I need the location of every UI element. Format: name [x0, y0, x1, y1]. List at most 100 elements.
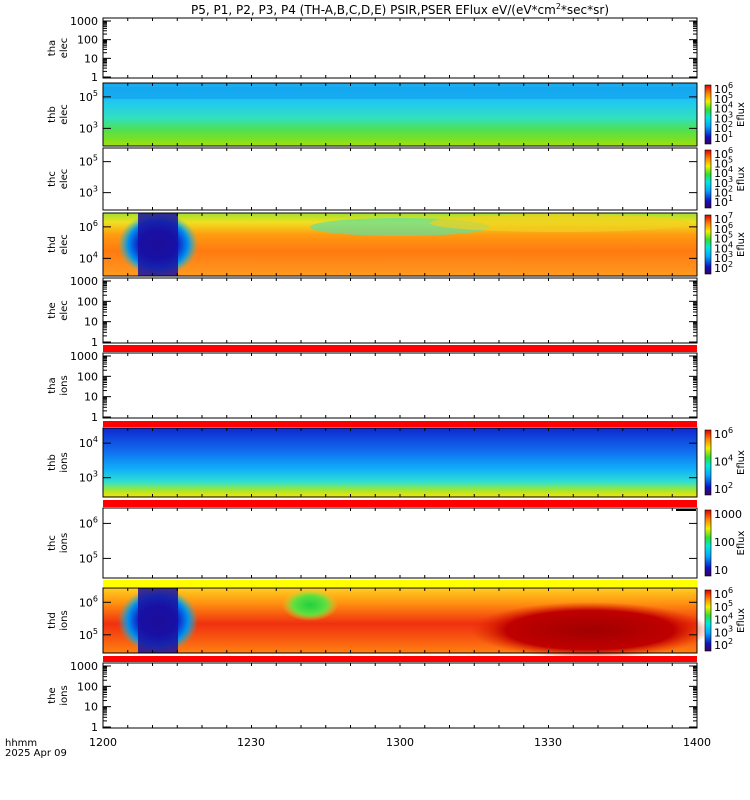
colorbar-tick-label: 100	[714, 536, 735, 549]
colorbar	[704, 149, 712, 209]
time-tick-label: 1300	[386, 736, 414, 749]
colorbar-tick-label: 106	[714, 146, 733, 161]
time-axis-label: hhmm	[5, 738, 37, 749]
time-tick-label: 1230	[237, 736, 265, 749]
y-tick-label: 10	[84, 391, 98, 404]
y-tick-label: 103	[79, 470, 98, 485]
panel-frame	[102, 17, 698, 79]
y-axis-label: ions	[59, 685, 70, 705]
colorbar-tick-label: 102	[714, 481, 733, 496]
y-axis-label: elec	[59, 104, 70, 125]
panel-tha-ions: tha ions 1000 100 10 1	[47, 350, 698, 424]
spectrogram-blob	[430, 214, 690, 232]
y-tick-label: 105	[79, 550, 98, 565]
y-tick-label: 1000	[70, 275, 98, 288]
y-axis-label: elec	[59, 169, 70, 190]
y-axis-label: the	[47, 302, 58, 318]
time-axis: hhmm 2025 Apr 09 1200 1230 1300 1330 140…	[5, 736, 711, 759]
colorbar-tick-label: 107	[714, 211, 733, 226]
y-tick-label: 103	[79, 185, 98, 200]
panel-frame	[102, 507, 698, 579]
colorbar-label: Eflux	[736, 166, 747, 191]
y-axis-label: thd	[47, 612, 58, 629]
y-tick-label: 1000	[70, 660, 98, 673]
y-axis-label: elec	[59, 234, 70, 255]
colorbar	[704, 589, 712, 652]
y-tick-label: 10	[84, 701, 98, 714]
colorbar-tick-label: 101	[714, 130, 733, 145]
y-tick-label: 1000	[70, 15, 98, 28]
colorbar-tick-label: 103	[714, 175, 733, 190]
colorbar-tick-label: 10	[714, 564, 728, 577]
flag-band	[103, 421, 697, 427]
y-tick-label: 10	[84, 316, 98, 329]
y-axis-label: tha	[47, 40, 58, 56]
panel-frame	[102, 352, 698, 419]
y-axis-label: thc	[47, 535, 58, 551]
colorbar	[704, 84, 712, 145]
panel-frame	[102, 662, 698, 729]
plot-title: P5, P1, P2, P3, P4 (TH-A,B,C,D,E) PSIR,P…	[191, 2, 609, 17]
y-tick-label: 100	[77, 34, 98, 47]
y-axis-label: ions	[59, 610, 70, 630]
colorbar-tick-label: 103	[714, 110, 733, 125]
colorbar-tick-label: 106	[714, 426, 733, 441]
colorbar-tick-label: 104	[714, 101, 733, 116]
panel-frame	[102, 277, 698, 344]
flag-band	[103, 345, 697, 352]
y-tick-label: 106	[79, 594, 98, 609]
colorbar-tick-label: 105	[714, 599, 733, 614]
time-axis-date: 2025 Apr 09	[5, 748, 67, 759]
y-tick-label: 100	[77, 680, 98, 693]
y-axis-label: thc	[47, 171, 58, 187]
colorbar	[704, 509, 712, 577]
colorbar-tick-label: 103	[714, 624, 733, 639]
colorbar	[704, 214, 712, 275]
colorbar-label: Eflux	[736, 608, 747, 633]
y-tick-label: 106	[79, 515, 98, 530]
colorbar-tick-label: 102	[714, 184, 733, 199]
colorbar-tick-label: 106	[714, 221, 733, 236]
y-axis-label: ions	[59, 533, 70, 553]
y-tick-label: 1	[91, 336, 98, 349]
colorbar-tick-label: 106	[714, 81, 733, 96]
y-axis-label: thb	[47, 454, 58, 471]
colorbar	[704, 429, 712, 496]
colorbar-tick-label: 102	[714, 260, 733, 275]
spectrogram-dropout-core	[138, 213, 178, 276]
y-axis-label: thd	[47, 236, 58, 253]
spectrogram-blob	[282, 589, 338, 621]
time-tick-label: 1330	[534, 736, 562, 749]
time-tick-label: 1200	[89, 736, 117, 749]
y-tick-label: 104	[79, 250, 98, 265]
y-axis-label: tha	[47, 377, 58, 393]
colorbar-tick-label: 104	[714, 454, 733, 469]
colorbar-tick-label: 105	[714, 91, 733, 106]
flag-band	[103, 580, 697, 587]
colorbar-tick-label: 102	[714, 637, 733, 652]
colorbar-tick-label: 106	[714, 586, 733, 601]
y-tick-label: 1000	[70, 350, 98, 363]
y-tick-label: 100	[77, 370, 98, 383]
y-axis-label: the	[47, 687, 58, 703]
y-tick-label: 10	[84, 52, 98, 65]
colorbar-label: Eflux	[736, 530, 747, 555]
colorbar-tick-label: 105	[714, 231, 733, 246]
y-tick-label: 1	[91, 71, 98, 84]
colorbar-tick-label: 104	[714, 240, 733, 255]
flag-band	[103, 500, 697, 507]
y-tick-label: 103	[79, 120, 98, 135]
colorbar-tick-label: 103	[714, 250, 733, 265]
spectrogram-fill	[103, 428, 697, 497]
y-tick-label: 105	[79, 627, 98, 642]
colorbar-tick-label: 102	[714, 120, 733, 135]
colorbar-label: Eflux	[736, 450, 747, 475]
y-axis-label: ions	[59, 375, 70, 395]
flag-band	[103, 656, 697, 662]
spectrogram-band	[103, 87, 697, 99]
